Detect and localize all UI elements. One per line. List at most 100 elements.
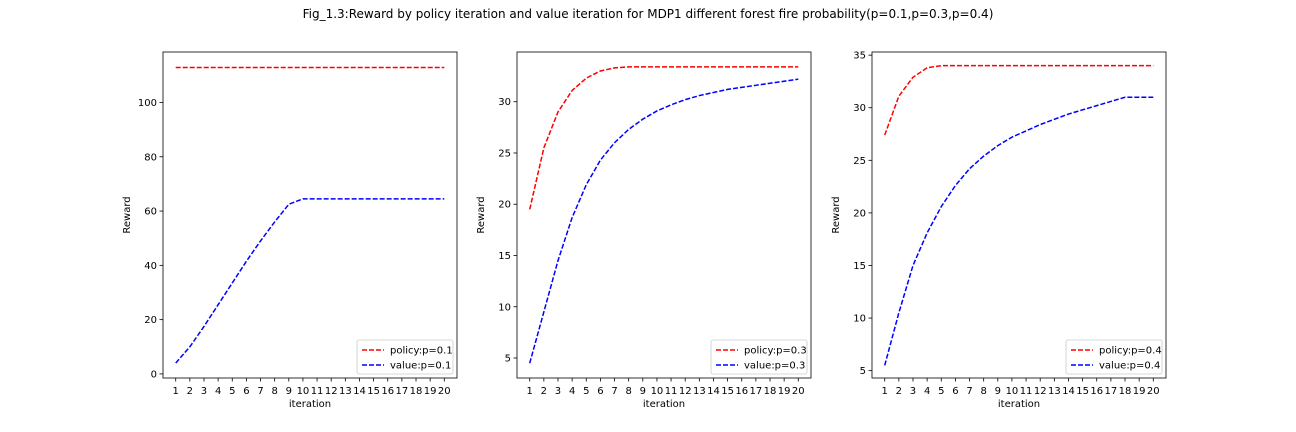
legend: policy:p=0.4 value:p=0.4: [1065, 339, 1163, 375]
x-tick-label: 8: [271, 386, 277, 397]
x-tick-label: 16: [735, 386, 748, 397]
y-axis-label: Reward: [476, 196, 487, 233]
series-line-policy: [884, 64, 1154, 136]
figure-title: Fig_1.3:Reward by policy iteration and v…: [302, 7, 994, 21]
x-tick-label: 1: [882, 386, 888, 397]
y-tick-label: 30: [498, 97, 511, 108]
series-line-value: [175, 198, 445, 364]
axes-frame: [871, 51, 1167, 379]
x-tick-label: 11: [311, 386, 324, 397]
legend-entry: value:p=0.4: [1099, 361, 1160, 372]
chart-panel-3: 1 2 3 4 5 6 7 8 9 10 11 12 13 14 15 16 17 18 19 20510152025…: [831, 51, 1167, 410]
y-tick-label: 10: [498, 302, 511, 313]
y-tick-label: 15: [498, 251, 511, 262]
x-tick-label: 17: [1105, 386, 1118, 397]
legend: policy:p=0.3 value:p=0.3: [710, 339, 808, 375]
x-tick-label: 19: [1133, 386, 1146, 397]
x-tick-label: 7: [611, 386, 617, 397]
x-tick-label: 8: [625, 386, 631, 397]
x-tick-label: 4: [215, 386, 221, 397]
x-tick-label: 20: [438, 386, 451, 397]
x-axis-label: iteration: [643, 399, 685, 410]
x-tick-label: 3: [201, 386, 207, 397]
x-tick-label: 16: [381, 386, 394, 397]
x-tick-label: 8: [980, 386, 986, 397]
x-tick-label: 5: [229, 386, 235, 397]
y-tick-label: 20: [853, 208, 866, 219]
x-tick-label: 13: [693, 386, 706, 397]
x-tick-label: 19: [778, 386, 791, 397]
x-tick-label: 2: [541, 386, 547, 397]
x-tick-label: 12: [1034, 386, 1047, 397]
x-tick-label: 18: [1119, 386, 1132, 397]
y-tick-label: 20: [144, 315, 157, 326]
x-tick-label: 1: [173, 386, 179, 397]
x-axis-label: iteration: [998, 399, 1040, 410]
x-tick-label: 6: [597, 386, 603, 397]
x-tick-label: 13: [339, 386, 352, 397]
x-tick-label: 7: [257, 386, 263, 397]
x-tick-label: 15: [721, 386, 734, 397]
x-tick-label: 12: [679, 386, 692, 397]
x-tick-label: 17: [750, 386, 763, 397]
x-tick-label: 15: [367, 386, 380, 397]
y-tick-label: 25: [498, 148, 511, 159]
x-tick-label: 3: [910, 386, 916, 397]
x-tick-label: 10: [1006, 386, 1019, 397]
x-tick-label: 1: [527, 386, 533, 397]
x-tick-label: 14: [1062, 386, 1075, 397]
y-tick-label: 10: [853, 314, 866, 325]
y-tick-label: 60: [144, 207, 157, 218]
x-tick-label: 13: [1048, 386, 1061, 397]
x-tick-label: 5: [938, 386, 944, 397]
x-tick-label: 6: [243, 386, 249, 397]
series-line-value: [528, 78, 799, 364]
chart-panel-2: 1 2 3 4 5 6 7 8 9 10 11 12 13 14 15 16 17 18 19 20510152025…: [476, 51, 812, 410]
x-tick-label: 4: [924, 386, 930, 397]
x-tick-label: 14: [353, 386, 366, 397]
legend-entry: policy:p=0.1: [390, 346, 453, 357]
legend-entry: value:p=0.3: [744, 361, 805, 372]
y-tick-label: 0: [151, 369, 157, 380]
x-tick-label: 2: [896, 386, 902, 397]
legend-entry: policy:p=0.4: [1099, 346, 1162, 357]
x-tick-label: 10: [297, 386, 310, 397]
x-tick-label: 19: [424, 386, 437, 397]
y-tick-label: 100: [138, 98, 157, 109]
x-tick-label: 15: [1076, 386, 1089, 397]
x-tick-label: 20: [792, 386, 805, 397]
y-tick-label: 35: [853, 51, 866, 62]
y-tick-label: 15: [853, 261, 866, 272]
x-tick-label: 6: [952, 386, 958, 397]
y-tick-label: 5: [860, 366, 866, 377]
x-tick-label: 17: [396, 386, 409, 397]
legend: policy:p=0.1 value:p=0.1: [356, 339, 454, 375]
y-tick-label: 40: [144, 261, 157, 272]
x-tick-label: 12: [325, 386, 338, 397]
series-line-policy: [528, 66, 799, 210]
x-tick-label: 18: [764, 386, 777, 397]
x-tick-label: 2: [187, 386, 193, 397]
x-tick-label: 11: [1020, 386, 1033, 397]
y-tick-label: 25: [853, 156, 866, 167]
x-tick-label: 7: [966, 386, 972, 397]
chart-panel-1: 1 2 3 4 5 6 7 8 9 10 11 12 13 14 15 16 17 18 19 20020406080…: [122, 51, 458, 410]
y-tick-label: 80: [144, 152, 157, 163]
x-tick-label: 9: [640, 386, 646, 397]
x-tick-label: 16: [1090, 386, 1103, 397]
axes-frame: [516, 51, 812, 379]
y-tick-label: 5: [505, 354, 511, 365]
y-tick-label: 20: [498, 200, 511, 211]
x-tick-label: 18: [410, 386, 423, 397]
x-tick-label: 14: [707, 386, 720, 397]
legend-entry: value:p=0.1: [390, 361, 451, 372]
x-tick-label: 9: [286, 386, 292, 397]
series-line-value: [883, 96, 1154, 366]
x-tick-label: 9: [995, 386, 1001, 397]
axes-frame: [162, 51, 458, 379]
x-tick-label: 10: [651, 386, 664, 397]
legend-entry: policy:p=0.3: [744, 346, 807, 357]
y-tick-label: 30: [853, 103, 866, 114]
x-tick-label: 4: [569, 386, 575, 397]
